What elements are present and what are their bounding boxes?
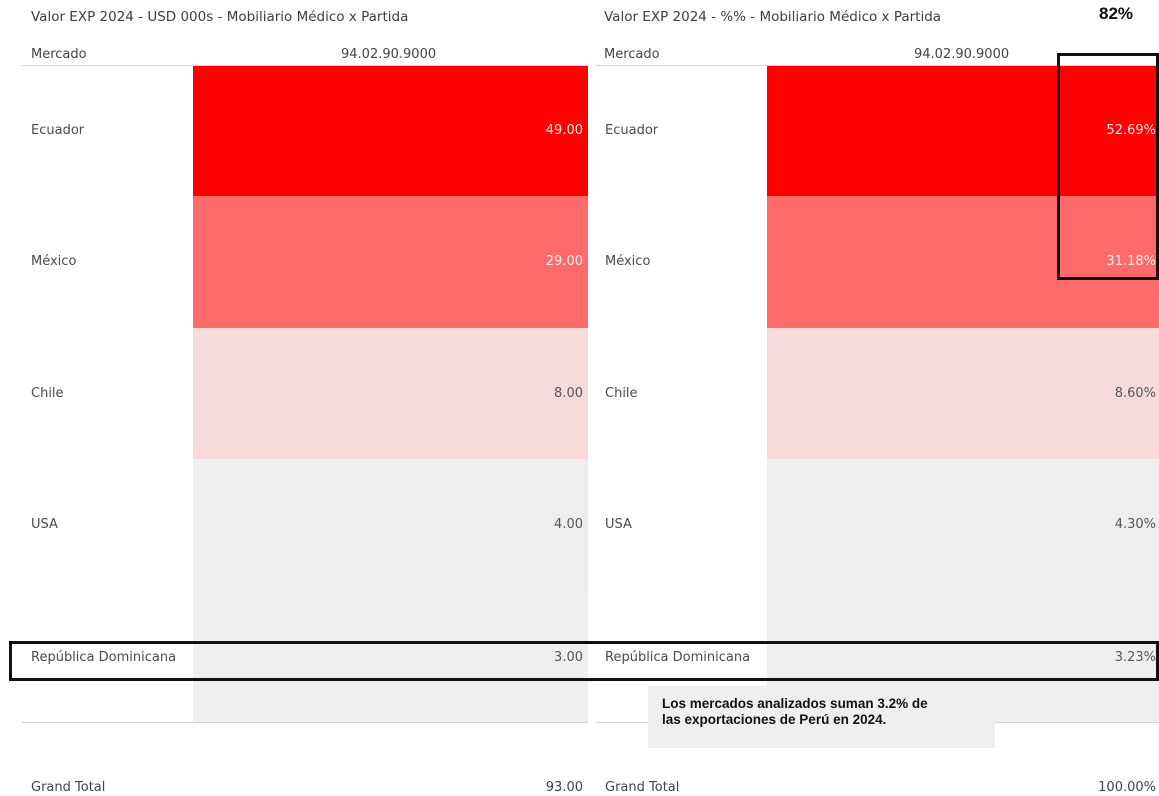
left-row-label: Chile	[31, 385, 64, 401]
annotation-note-line1: Los mercados analizados suman 3.2% de	[662, 696, 928, 711]
top-markets-highlight-box	[1057, 53, 1159, 280]
left-row-label: República Dominicana	[31, 650, 177, 665]
left-value-label: 4.00	[554, 516, 583, 532]
left-value-label: 29.00	[545, 254, 583, 269]
right-row-label: Chile	[605, 385, 638, 401]
right-value-cell	[767, 196, 1159, 328]
left-table-bottom-divider	[22, 722, 588, 723]
left-row-header: Mercado	[31, 47, 87, 62]
right-grand-total-label: Grand Total	[605, 780, 680, 795]
right-row-label: Ecuador	[605, 123, 659, 138]
right-value-cell	[767, 459, 1159, 590]
annotation-note-line2: las exportaciones de Perú en 2024.	[662, 712, 887, 727]
right-row-label: USA	[605, 516, 632, 532]
right-value-cell	[767, 328, 1159, 459]
left-value-cell	[193, 459, 588, 590]
left-value-label: 3.00	[554, 650, 583, 665]
left-row-label: USA	[31, 516, 58, 532]
left-value-cell	[193, 328, 588, 459]
left-value-label: 49.00	[545, 123, 583, 138]
left-column-header: 94.02.90.9000	[341, 47, 437, 62]
right-value-label: 31.18%	[1106, 254, 1156, 269]
right-value-cell	[767, 66, 1159, 196]
left-grand-total-value: 93.00	[545, 780, 583, 795]
right-value-label: 52.69%	[1106, 123, 1156, 138]
left-value-cell	[193, 590, 588, 722]
right-row-label: República Dominicana	[605, 650, 751, 665]
left-grand-total-label: Grand Total	[31, 780, 106, 795]
right-column-header: 94.02.90.9000	[914, 47, 1010, 62]
right-row-header: Mercado	[604, 47, 660, 62]
left-value-cell	[193, 66, 588, 196]
right-row-label: México	[605, 254, 651, 269]
republica-dominicana-highlight-box	[9, 641, 1159, 681]
right-value-label: 4.30%	[1114, 516, 1156, 532]
left-value-cell	[193, 196, 588, 328]
right-table-title: Valor EXP 2024 - %% - Mobiliario Médico …	[604, 9, 942, 25]
left-value-label: 8.00	[554, 385, 583, 401]
right-grand-total-value: 100.00%	[1098, 780, 1156, 795]
left-row-label: México	[31, 254, 77, 269]
headline-percent: 82%	[1099, 4, 1134, 23]
annotation-note: Los mercados analizados suman 3.2% de la…	[648, 686, 995, 748]
left-table-title: Valor EXP 2024 - USD 000s - Mobiliario M…	[31, 9, 409, 25]
left-header-divider	[22, 65, 588, 66]
right-value-label: 8.60%	[1114, 385, 1156, 401]
right-header-divider	[596, 65, 1159, 66]
left-row-label: Ecuador	[31, 123, 85, 138]
right-value-label: 3.23%	[1114, 650, 1156, 665]
